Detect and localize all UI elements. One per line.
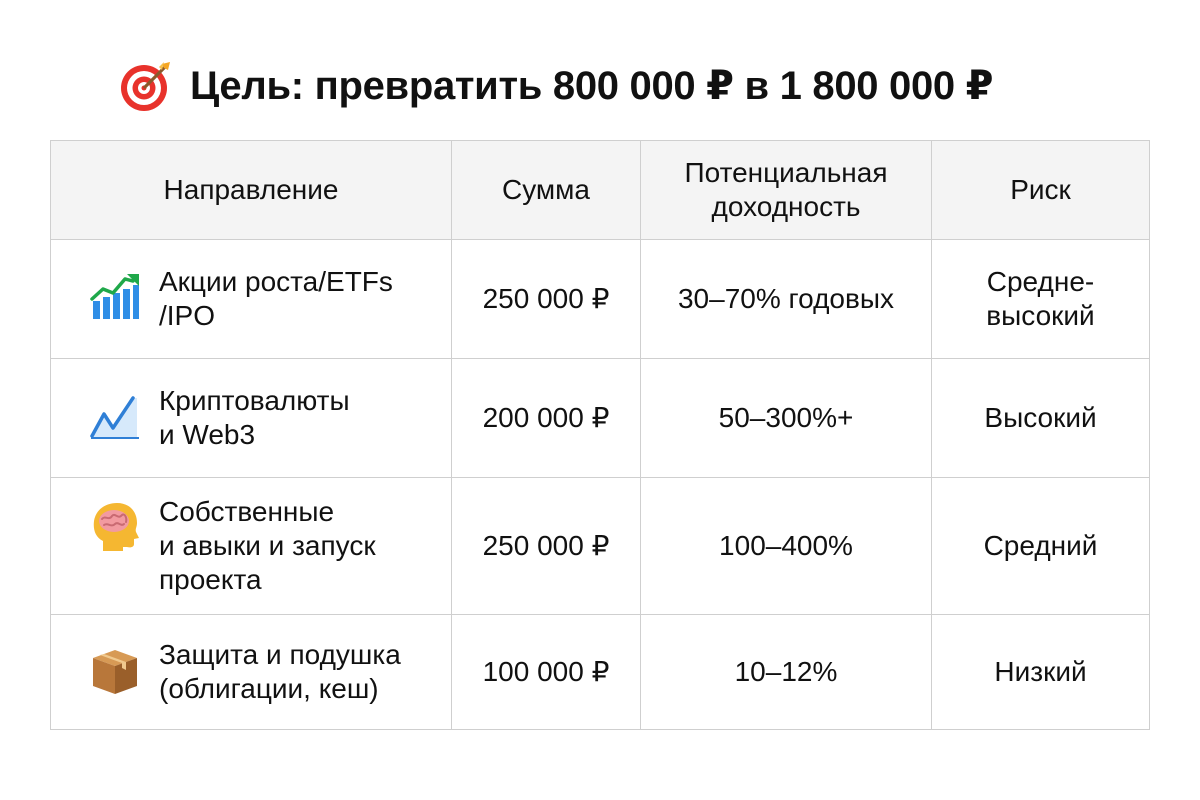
line-chart-icon — [90, 396, 139, 439]
header-risk: Риск — [931, 140, 1150, 240]
package-box-icon — [93, 650, 137, 694]
investment-table: Направление Сумма Потенциальная доходнос… — [50, 140, 1150, 730]
cell-risk: Средне- высокий — [931, 239, 1150, 359]
cell-return: 100–400% — [640, 477, 932, 615]
cell-direction: Криптовалюты и Web3 — [50, 358, 452, 478]
head-brain-icon — [93, 503, 139, 551]
header-amount: Сумма — [451, 140, 641, 240]
chart-increasing-icon — [90, 274, 139, 319]
header-direction: Направление — [50, 140, 452, 240]
cell-return: 30–70% годовых — [640, 239, 932, 359]
cell-amount: 250 000 ₽ — [451, 239, 641, 359]
direction-label: Криптовалюты и Web3 — [159, 385, 350, 450]
cell-risk: Высокий — [931, 358, 1150, 478]
target-icon — [121, 62, 170, 111]
direction-label: Собственные и авыки и запуск проекта — [159, 496, 376, 595]
table-header-row: Направление Сумма Потенциальная доходнос… — [50, 140, 1150, 240]
cell-risk: Средний — [931, 477, 1150, 615]
header-return: Потенциальная доходность — [640, 140, 932, 240]
cell-amount: 200 000 ₽ — [451, 358, 641, 478]
title-row: Цель: превратить 800 000 ₽ в 1 800 000 ₽ — [118, 54, 994, 118]
cell-amount: 100 000 ₽ — [451, 614, 641, 730]
table-row: Акции роста/ETFs /IPO 250 000 ₽ 30–70% г… — [50, 239, 1150, 359]
cell-direction: Защита и подушка (облигации, кеш) — [50, 614, 452, 730]
direction-label: Акции роста/ETFs /IPO — [159, 266, 393, 331]
table-row: Собственные и авыки и запуск проекта 250… — [50, 477, 1150, 615]
direction-label: Защита и подушка (облигации, кеш) — [159, 639, 401, 704]
table-row: Криптовалюты и Web3 200 000 ₽ 50–300%+ В… — [50, 358, 1150, 478]
cell-return: 10–12% — [640, 614, 932, 730]
cell-risk: Низкий — [931, 614, 1150, 730]
cell-amount: 250 000 ₽ — [451, 477, 641, 615]
cell-direction: Собственные и авыки и запуск проекта — [50, 477, 452, 615]
header-return-text: Потенциальная доходность — [684, 157, 888, 222]
page-title: Цель: превратить 800 000 ₽ в 1 800 000 ₽ — [190, 64, 994, 108]
table-row: Защита и подушка (облигации, кеш) 100 00… — [50, 614, 1150, 730]
cell-direction: Акции роста/ETFs /IPO — [50, 239, 452, 359]
cell-return: 50–300%+ — [640, 358, 932, 478]
